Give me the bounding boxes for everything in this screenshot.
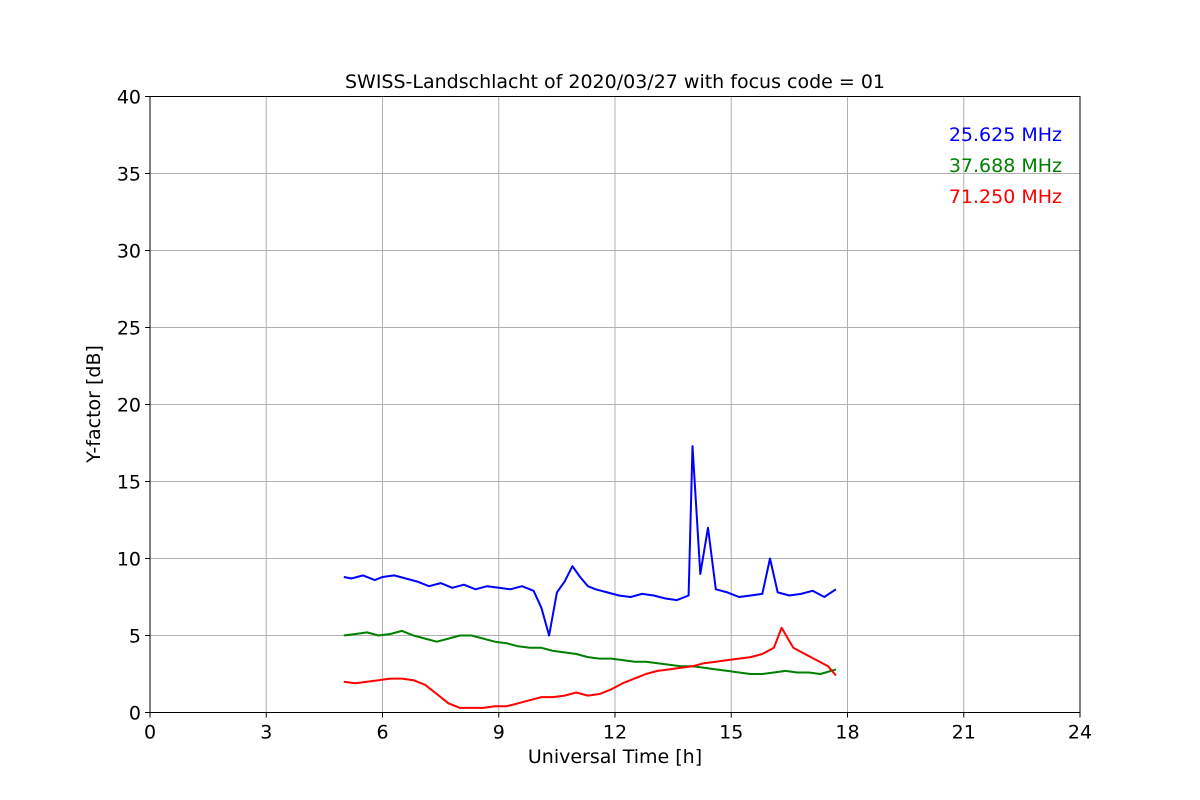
axis-ticks: 0 3 6 9 12 15 18 21 24 0 5 10 15 20 25 30 35 40 <box>117 87 1092 744</box>
y-tick-label: 5 <box>129 626 141 648</box>
x-tick-label: 15 <box>719 722 743 744</box>
series-line-0 <box>343 445 837 637</box>
x-tick-label: 3 <box>260 722 272 744</box>
y-tick-label: 15 <box>117 472 141 494</box>
legend-entry: 71.250 MHz <box>949 186 1062 208</box>
x-tick-label: 18 <box>835 722 859 744</box>
x-tick-label: 21 <box>952 722 976 744</box>
legend-entry: 25.625 MHz <box>949 124 1062 146</box>
y-tick-label: 25 <box>117 318 141 340</box>
y-axis-label: Y-factor [dB] <box>83 345 105 464</box>
legend: 25.625 MHz 37.688 MHz 71.250 MHz <box>949 124 1062 208</box>
x-tick-label: 9 <box>493 722 505 744</box>
series-lines <box>343 445 837 709</box>
legend-entry: 37.688 MHz <box>949 155 1062 177</box>
x-tick-label: 24 <box>1068 722 1092 744</box>
y-tick-label: 0 <box>129 703 141 725</box>
chart-title: SWISS-Landschlacht of 2020/03/27 with fo… <box>345 71 885 93</box>
y-tick-label: 10 <box>117 549 141 571</box>
x-axis-label: Universal Time [h] <box>528 746 702 768</box>
y-tick-label: 30 <box>117 241 141 263</box>
series-line-2 <box>343 626 837 709</box>
x-tick-label: 6 <box>376 722 388 744</box>
y-tick-label: 35 <box>117 164 141 186</box>
x-tick-label: 12 <box>603 722 627 744</box>
x-tick-label: 0 <box>144 722 156 744</box>
grid <box>149 96 1081 713</box>
series-line-1 <box>343 629 837 675</box>
y-tick-label: 20 <box>117 395 141 417</box>
y-tick-label: 40 <box>117 87 141 109</box>
